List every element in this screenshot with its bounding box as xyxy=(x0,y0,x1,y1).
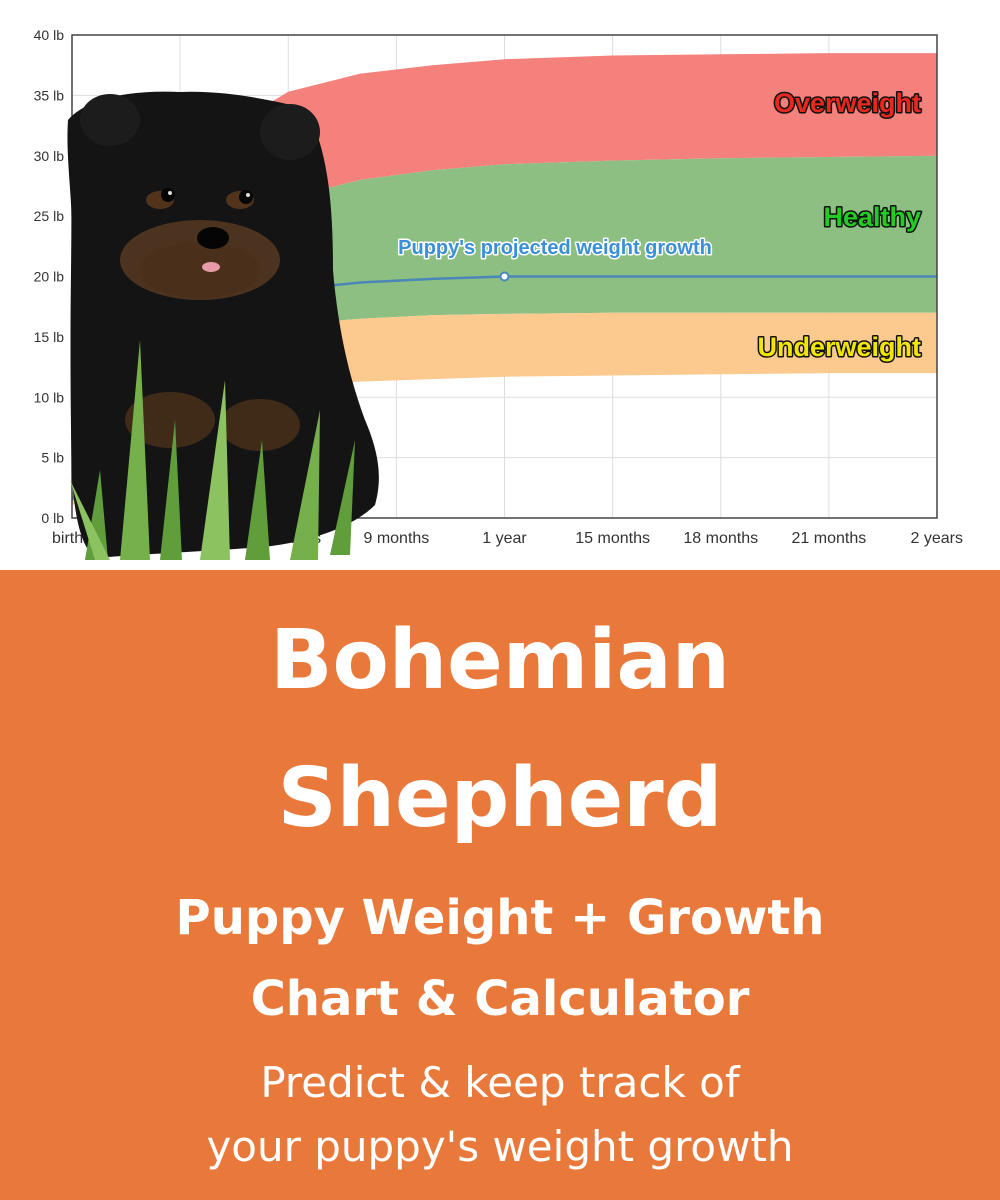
zone-labels: Overweight Healthy Underweight xyxy=(756,87,923,364)
y-tick-label: 15 lb xyxy=(34,329,65,345)
zone-label-healthy: Healthy xyxy=(823,202,921,232)
y-tick-label: 25 lb xyxy=(34,208,65,224)
zone-label-overweight: Overweight xyxy=(774,88,921,118)
zone-label-underweight: Underweight xyxy=(757,332,921,362)
bohemian-shepherd-puppy-photo xyxy=(67,91,379,560)
y-tick-label: 20 lb xyxy=(34,269,65,285)
x-tick-label: 2 years xyxy=(911,530,963,547)
description-line-1: Predict & keep track of xyxy=(260,1058,740,1107)
breed-title-line-1: Bohemian xyxy=(269,613,731,708)
weight-chart-svg: 0 lb 5 lb 10 lb 15 lb 20 lb 25 lb 30 lb 35 lb 40… xyxy=(34,27,963,560)
projection-marker xyxy=(499,271,510,282)
y-tick-label: 40 lb xyxy=(34,27,65,43)
x-tick-label: 1 year xyxy=(482,530,527,547)
x-tick-label: 15 months xyxy=(575,530,650,547)
y-tick-label: 10 lb xyxy=(34,389,65,405)
subtitle-line-2: Chart & Calculator xyxy=(250,971,750,1027)
y-tick-label: 5 lb xyxy=(41,450,64,466)
y-axis-ticks: 0 lb 5 lb 10 lb 15 lb 20 lb 25 lb 30 lb 35 lb 40… xyxy=(34,27,65,526)
x-tick-label: birth xyxy=(52,530,83,547)
x-tick-label: 21 months xyxy=(792,530,867,547)
title-banner: Bohemian Shepherd Puppy Weight + Growth … xyxy=(0,570,1000,1200)
x-tick-label: 9 months xyxy=(363,530,429,547)
description-line-2: your puppy's weight growth xyxy=(206,1122,794,1171)
subtitle-line-1: Puppy Weight + Growth xyxy=(175,890,825,946)
weight-chart: 0 lb 5 lb 10 lb 15 lb 20 lb 25 lb 30 lb 35 lb 40… xyxy=(0,0,1000,570)
y-tick-label: 0 lb xyxy=(41,510,64,526)
breed-title-line-2: Shepherd xyxy=(277,751,723,846)
y-tick-label: 35 lb xyxy=(34,87,65,103)
y-tick-label: 30 lb xyxy=(34,148,65,164)
x-tick-label: 18 months xyxy=(683,530,758,547)
projection-series-label: Puppy's projected weight growth xyxy=(398,237,712,259)
